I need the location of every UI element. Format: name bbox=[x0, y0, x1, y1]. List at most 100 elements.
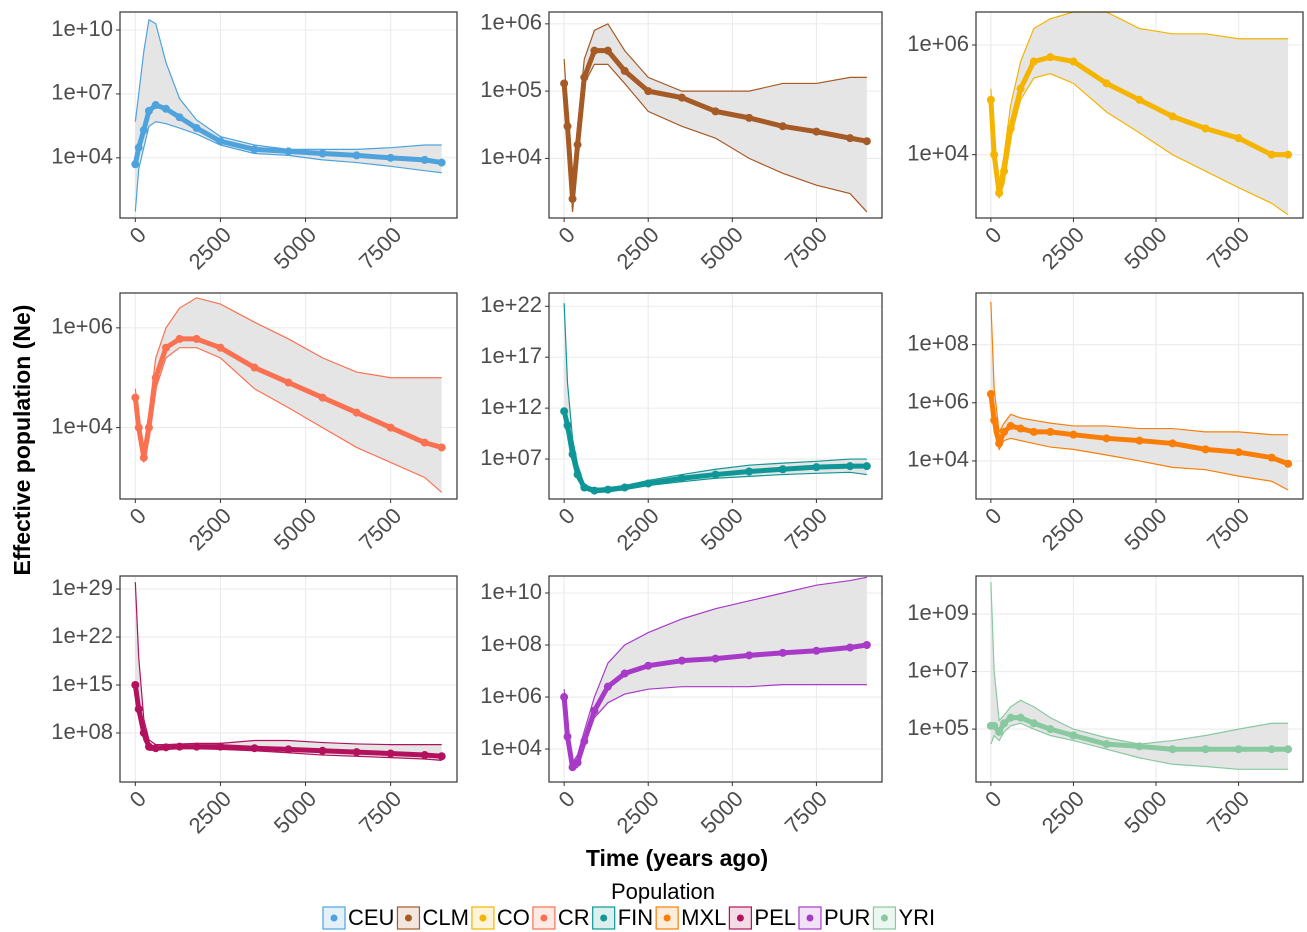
point bbox=[144, 106, 153, 115]
point bbox=[1168, 112, 1177, 121]
legend-label: PEL bbox=[754, 905, 796, 930]
point bbox=[139, 453, 148, 462]
median-line bbox=[561, 410, 867, 494]
x-tick-label: 7500 bbox=[354, 222, 406, 274]
panel-border bbox=[119, 11, 458, 219]
point bbox=[420, 155, 429, 164]
x-tick-label: 5000 bbox=[696, 786, 748, 838]
point bbox=[131, 680, 140, 689]
point bbox=[131, 160, 140, 169]
point bbox=[1016, 84, 1025, 93]
point bbox=[1000, 719, 1009, 728]
point bbox=[1102, 740, 1111, 749]
point bbox=[131, 393, 140, 402]
panel: 1e+04 1e+07 1e+10 0 2500 5000 7500 bbox=[51, 11, 458, 274]
y-tick-label: 1e+10 bbox=[51, 16, 113, 41]
x-tick-label: 5000 bbox=[696, 503, 748, 555]
point bbox=[1135, 95, 1144, 104]
panel-border bbox=[975, 292, 1304, 500]
point bbox=[1168, 439, 1177, 448]
point bbox=[1102, 79, 1111, 88]
point bbox=[161, 743, 170, 752]
point bbox=[1284, 745, 1293, 754]
y-tick-label: 1e+22 bbox=[480, 292, 542, 317]
point bbox=[573, 140, 582, 149]
point bbox=[1016, 713, 1025, 722]
panel: 1e+08 1e+15 1e+22 1e+29 0 2500 5000 7500 bbox=[51, 575, 458, 838]
point bbox=[1135, 742, 1144, 751]
point bbox=[603, 485, 612, 494]
x-tick-label: 7500 bbox=[1202, 503, 1254, 555]
ribbon bbox=[990, 12, 1289, 215]
point bbox=[1234, 134, 1243, 143]
point bbox=[1168, 745, 1177, 754]
x-tick-label: 0 bbox=[125, 786, 151, 812]
point bbox=[437, 752, 446, 761]
median-line bbox=[988, 393, 1290, 467]
ribbon bbox=[990, 301, 1289, 490]
point bbox=[139, 728, 148, 737]
x-tick-label: 0 bbox=[553, 503, 579, 529]
point bbox=[711, 470, 720, 479]
point bbox=[151, 744, 160, 753]
point bbox=[677, 93, 686, 102]
panel: 1e+04 1e+06 1e+08 0 2500 5000 7500 bbox=[907, 292, 1304, 555]
point bbox=[175, 334, 184, 343]
point bbox=[161, 343, 170, 352]
x-tick-label: 7500 bbox=[354, 786, 406, 838]
panel-border bbox=[119, 575, 458, 783]
panel: 1e+07 1e+12 1e+17 1e+22 0 2500 5000 7500 bbox=[480, 292, 883, 555]
point bbox=[318, 149, 327, 158]
point bbox=[590, 706, 599, 715]
point bbox=[1201, 745, 1210, 754]
point bbox=[250, 363, 259, 372]
ribbon bbox=[564, 577, 867, 770]
median-line bbox=[990, 715, 1289, 752]
point bbox=[995, 727, 1004, 736]
point bbox=[573, 470, 582, 479]
point bbox=[1201, 124, 1210, 133]
panel: 1e+04 1e+06 0 2500 5000 7500 bbox=[907, 11, 1304, 274]
point bbox=[1267, 150, 1276, 159]
y-tick-label: 1e+06 bbox=[480, 10, 542, 35]
point bbox=[990, 721, 999, 730]
point bbox=[580, 737, 589, 746]
panel: 1e+04 1e+06 1e+08 1e+10 0 2500 5000 7500 bbox=[480, 575, 883, 838]
point bbox=[216, 137, 225, 146]
panel-border bbox=[548, 575, 883, 783]
panel-border bbox=[975, 11, 1304, 219]
x-tick-label: 5000 bbox=[1119, 222, 1171, 274]
point bbox=[1069, 731, 1078, 740]
point bbox=[161, 104, 170, 113]
panel: 1e+04 1e+05 1e+06 0 2500 5000 7500 bbox=[480, 10, 883, 274]
point bbox=[862, 462, 871, 471]
x-tick-label: 7500 bbox=[780, 786, 832, 838]
y-tick-label: 1e+04 bbox=[51, 413, 113, 438]
point bbox=[1029, 427, 1038, 436]
point bbox=[1046, 53, 1055, 62]
point bbox=[644, 87, 653, 96]
point bbox=[139, 126, 148, 135]
point bbox=[216, 742, 225, 751]
x-tick-label: 0 bbox=[553, 786, 579, 812]
x-tick-label: 5000 bbox=[269, 222, 321, 274]
point bbox=[1046, 427, 1055, 436]
point bbox=[1267, 745, 1276, 754]
legend-label: MXL bbox=[681, 905, 726, 930]
legend-dot bbox=[880, 914, 888, 922]
point bbox=[192, 124, 201, 133]
legend-label: FIN bbox=[618, 905, 653, 930]
x-tick-label: 2500 bbox=[612, 503, 664, 555]
median-line bbox=[561, 48, 868, 202]
x-tick-label: 5000 bbox=[1119, 503, 1171, 555]
point bbox=[1135, 436, 1144, 445]
x-tick-label: 0 bbox=[553, 222, 579, 248]
point bbox=[862, 641, 871, 650]
point bbox=[318, 393, 327, 402]
median-line bbox=[132, 684, 442, 759]
point bbox=[420, 751, 429, 760]
point bbox=[1006, 713, 1015, 722]
median-line bbox=[132, 102, 443, 166]
point bbox=[437, 158, 446, 167]
